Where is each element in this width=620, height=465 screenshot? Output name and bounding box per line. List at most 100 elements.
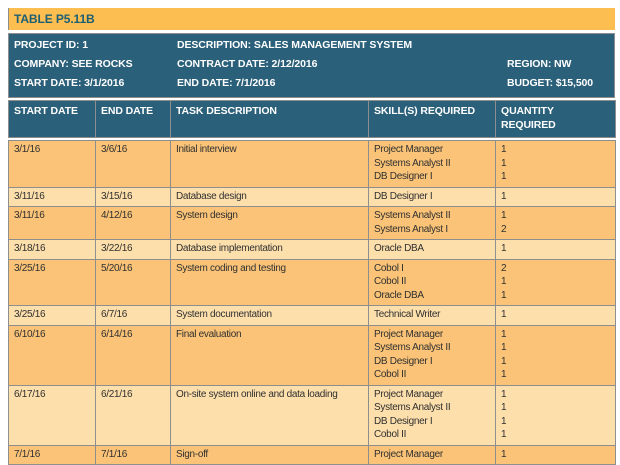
quantity-line: 1: [501, 309, 507, 320]
cell-task-description: On-site system online and data loading: [170, 384, 369, 446]
cell-start-date: 3/25/16: [8, 305, 96, 326]
cell-quantity-required: 1: [495, 305, 616, 326]
cell-skills-required: Project Manager Systems Analyst II DB Desi…: [368, 140, 496, 188]
table-title: TABLE P5.11B: [8, 8, 615, 30]
quantity-line: 1: [501, 157, 507, 169]
quantity-line: 1: [501, 328, 507, 340]
task-row: 6/10/16 6/14/16 Final evaluation Project Ma…: [8, 324, 616, 386]
quantity-line: 2: [501, 223, 507, 235]
cell-task-description: Database design: [170, 186, 369, 207]
quantity-line: 1: [501, 243, 507, 254]
task-row: 7/1/16 7/1/16 Sign-off Project Manager 1: [8, 444, 616, 465]
quantity-line: 1: [501, 388, 507, 400]
cell-skills-required: Oracle DBA: [368, 239, 496, 260]
cell-quantity-required: 2 1 1: [495, 258, 616, 306]
quantity-line: 1: [501, 415, 507, 427]
column-header-row: START DATE END DATE TASK DESCRIPTION SKI…: [8, 100, 616, 138]
column-header-start-date: START DATE: [8, 100, 96, 138]
cell-task-description: Initial interview: [170, 140, 369, 188]
project-info-cell: BUDGET: $15,500: [507, 77, 594, 89]
skill-line: DB Designer I: [374, 415, 433, 427]
quantity-line: 2: [501, 262, 507, 274]
cell-end-date: 7/1/16: [95, 444, 171, 465]
skill-line: Systems Analyst II: [374, 342, 451, 353]
cell-end-date: 6/14/16: [95, 324, 171, 386]
skill-line: DB Designer I: [374, 355, 433, 367]
cell-end-date: 4/12/16: [95, 206, 171, 240]
project-info-cell: PROJECT ID: 1: [14, 39, 88, 51]
quantity-line: 1: [501, 355, 507, 367]
column-header-quantity-required-label: QUANTITY REQUIRED: [501, 105, 556, 131]
quantity-line: 1: [501, 210, 507, 221]
project-table: TABLE P5.11B PROJECT ID: 1 DESCRIPTION: S…: [8, 8, 616, 465]
skill-line: Oracle DBA: [374, 289, 424, 301]
project-info-row: START DATE: 3/1/2016 END DATE: 7/1/2016 BU…: [9, 74, 614, 93]
cell-task-description: System coding and testing: [170, 258, 369, 306]
skill-line: Systems Analyst I: [374, 223, 448, 235]
task-row: 3/11/16 4/12/16 System design Systems Analy…: [8, 206, 616, 240]
column-header-skills-required: SKILL(S) REQUIRED: [368, 100, 496, 138]
quantity-line: 1: [501, 369, 507, 380]
cell-quantity-required: 1 1 1: [495, 140, 616, 188]
column-header-task-description: TASK DESCRIPTION: [170, 100, 369, 138]
project-info-row: COMPANY: SEE ROCKS CONTRACT DATE: 2/12/20…: [9, 55, 614, 74]
project-info-row: PROJECT ID: 1 DESCRIPTION: SALES MANAGEME…: [9, 36, 614, 55]
task-row: 3/18/16 3/22/16 Database implementation Ora…: [8, 239, 616, 260]
skill-line: Project Manager: [374, 388, 443, 400]
cell-skills-required: Project Manager Systems Analyst II DB Desi…: [368, 324, 496, 386]
skill-line: DB Designer I: [374, 171, 433, 182]
cell-end-date: 6/7/16: [95, 305, 171, 326]
cell-start-date: 3/25/16: [8, 258, 96, 306]
skill-line: Systems Analyst II: [374, 402, 451, 413]
cell-task-description: System documentation: [170, 305, 369, 326]
cell-task-description: Final evaluation: [170, 324, 369, 386]
skill-line: DB Designer I: [374, 190, 433, 202]
cell-skills-required: Systems Analyst II Systems Analyst I: [368, 206, 496, 240]
quantity-line: 1: [501, 276, 507, 287]
skill-line: Cobol II: [374, 429, 407, 440]
skill-line: Cobol I: [374, 262, 404, 274]
cell-task-description: Database implementation: [170, 239, 369, 260]
skill-line: Cobol II: [374, 276, 407, 287]
project-info-cell: COMPANY: SEE ROCKS: [14, 58, 133, 70]
quantity-line: 1: [501, 171, 507, 182]
task-row: 6/17/16 6/21/16 On-site system online and …: [8, 384, 616, 446]
cell-skills-required: Technical Writer: [368, 305, 496, 326]
cell-quantity-required: 1 1 1 1: [495, 324, 616, 386]
cell-skills-required: Project Manager: [368, 444, 496, 465]
cell-start-date: 3/11/16: [8, 206, 96, 240]
cell-quantity-required: 1: [495, 186, 616, 207]
quantity-line: 1: [501, 144, 507, 155]
task-row: 3/11/16 3/15/16 Database design DB Designer…: [8, 186, 616, 207]
task-row: 3/25/16 6/7/16 System documentation Technic…: [8, 305, 616, 326]
cell-end-date: 3/22/16: [95, 239, 171, 260]
cell-start-date: 6/17/16: [8, 384, 96, 446]
quantity-line: 1: [501, 190, 507, 202]
quantity-line: 1: [501, 402, 507, 413]
skill-line: Systems Analyst II: [374, 210, 451, 221]
skill-line: Oracle DBA: [374, 243, 424, 254]
cell-end-date: 5/20/16: [95, 258, 171, 306]
task-row: 3/25/16 5/20/16 System coding and testing C…: [8, 258, 616, 306]
quantity-line: 1: [501, 289, 507, 301]
quantity-line: 1: [501, 448, 507, 460]
cell-task-description: System design: [170, 206, 369, 240]
skill-line: Systems Analyst II: [374, 157, 451, 169]
quantity-line: 1: [501, 342, 507, 353]
cell-end-date: 3/15/16: [95, 186, 171, 207]
project-info-cell: CONTRACT DATE: 2/12/2016: [177, 58, 318, 70]
cell-start-date: 3/11/16: [8, 186, 96, 207]
skill-line: Project Manager: [374, 448, 443, 460]
cell-quantity-required: 1: [495, 444, 616, 465]
cell-quantity-required: 1: [495, 239, 616, 260]
cell-skills-required: DB Designer I: [368, 186, 496, 207]
cell-start-date: 3/1/16: [8, 140, 96, 188]
cell-start-date: 7/1/16: [8, 444, 96, 465]
project-info-cell: END DATE: 7/1/2016: [177, 77, 276, 89]
project-info-cell: [502, 36, 614, 55]
project-info-block: PROJECT ID: 1 DESCRIPTION: SALES MANAGEME…: [8, 33, 615, 98]
column-header-quantity-required: QUANTITY REQUIRED: [495, 100, 616, 138]
cell-end-date: 3/6/16: [95, 140, 171, 188]
